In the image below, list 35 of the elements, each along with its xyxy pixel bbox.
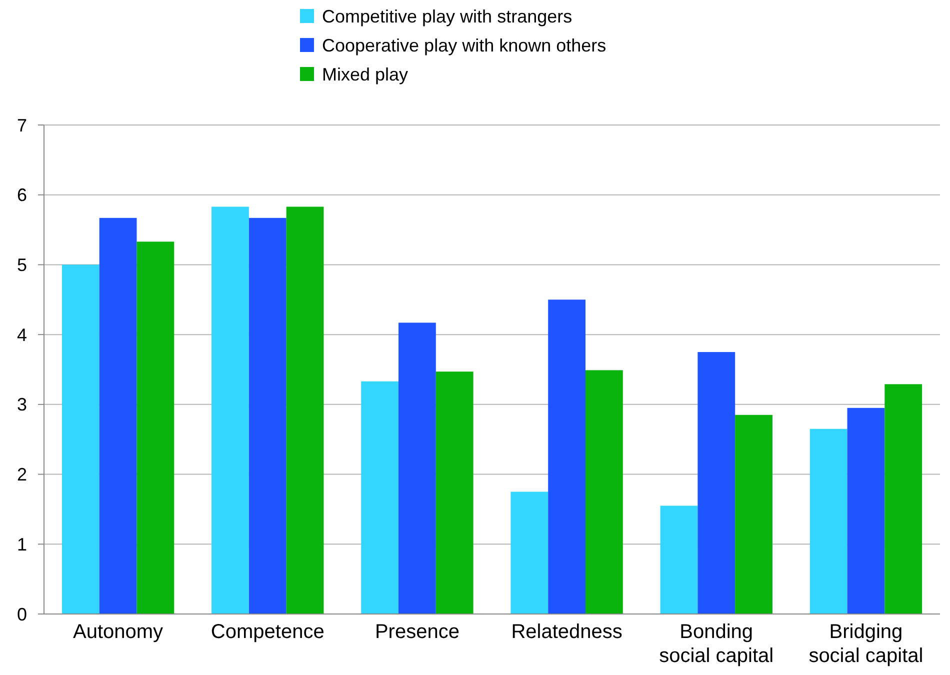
y-tick-label: 7 xyxy=(16,115,28,136)
x-tick-label: Relatedness xyxy=(511,621,622,643)
bar xyxy=(585,370,623,614)
x-tick-label: Presence xyxy=(374,621,460,643)
bar xyxy=(212,206,249,614)
bar xyxy=(398,322,436,614)
bar xyxy=(286,206,324,614)
bar xyxy=(698,352,736,614)
bar xyxy=(248,218,286,614)
y-tick-label: 6 xyxy=(16,185,28,206)
bar xyxy=(847,408,885,614)
x-tick-label: Bridging social capital xyxy=(808,621,924,667)
bar xyxy=(884,384,922,614)
y-tick-label: 1 xyxy=(16,534,28,554)
y-tick-label: 4 xyxy=(16,324,28,345)
x-tick-label: Competence xyxy=(210,621,324,643)
legend-label: Mixed play xyxy=(322,64,408,84)
bar xyxy=(548,300,586,614)
y-tick-label: 3 xyxy=(16,394,28,415)
y-tick-label: 5 xyxy=(16,255,28,276)
y-tick-label: 2 xyxy=(16,464,28,485)
bar xyxy=(660,506,698,614)
legend-label: Competitive play with strangers xyxy=(322,6,572,26)
bar xyxy=(436,372,474,614)
bar xyxy=(62,264,100,614)
x-tick-label: Bonding social capital xyxy=(659,621,774,667)
legend-label: Cooperative play with known others xyxy=(322,35,606,56)
bar xyxy=(361,381,399,614)
bar xyxy=(510,492,548,614)
y-tick-label: 0 xyxy=(16,604,28,624)
bar xyxy=(136,242,174,614)
bar xyxy=(810,428,848,614)
x-tick-label: Autonomy xyxy=(73,621,164,643)
bar xyxy=(735,414,772,614)
bar xyxy=(99,218,137,614)
